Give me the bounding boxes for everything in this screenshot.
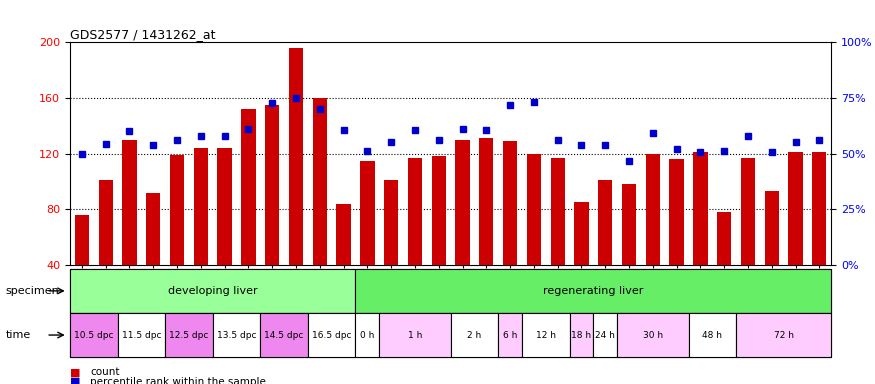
Bar: [213, 313, 261, 357]
Text: count: count: [90, 367, 120, 377]
Bar: [379, 313, 451, 357]
Text: GDS2577 / 1431262_at: GDS2577 / 1431262_at: [70, 28, 215, 41]
Bar: [574, 202, 589, 265]
Bar: [355, 269, 831, 313]
Bar: [193, 148, 208, 265]
Bar: [522, 313, 570, 357]
Text: developing liver: developing liver: [168, 286, 257, 296]
Bar: [455, 140, 470, 265]
Bar: [123, 140, 136, 265]
Bar: [527, 154, 541, 265]
Bar: [480, 138, 494, 265]
Bar: [355, 313, 379, 357]
Bar: [689, 313, 736, 357]
Text: 2 h: 2 h: [467, 331, 481, 339]
Bar: [308, 313, 355, 357]
Text: regenerating liver: regenerating liver: [543, 286, 643, 296]
Bar: [498, 313, 522, 357]
Bar: [646, 154, 660, 265]
Bar: [741, 158, 755, 265]
Text: 12 h: 12 h: [536, 331, 556, 339]
Bar: [312, 98, 327, 265]
Bar: [408, 158, 422, 265]
Text: percentile rank within the sample: percentile rank within the sample: [90, 377, 266, 384]
Bar: [617, 313, 689, 357]
Text: specimen: specimen: [6, 286, 60, 296]
Bar: [218, 148, 232, 265]
Bar: [451, 313, 498, 357]
Bar: [70, 313, 117, 357]
Bar: [99, 180, 113, 265]
Text: 18 h: 18 h: [571, 331, 592, 339]
Bar: [788, 152, 802, 265]
Text: 13.5 dpc: 13.5 dpc: [217, 331, 256, 339]
Text: 48 h: 48 h: [703, 331, 722, 339]
Bar: [170, 155, 185, 265]
Bar: [165, 313, 213, 357]
Text: 0 h: 0 h: [360, 331, 374, 339]
Bar: [289, 48, 303, 265]
Bar: [242, 109, 256, 265]
Text: 10.5 dpc: 10.5 dpc: [74, 331, 114, 339]
Text: 11.5 dpc: 11.5 dpc: [122, 331, 161, 339]
Bar: [261, 313, 308, 357]
Text: 6 h: 6 h: [503, 331, 517, 339]
Bar: [570, 313, 593, 357]
Bar: [360, 161, 374, 265]
Bar: [593, 313, 617, 357]
Text: 1 h: 1 h: [408, 331, 422, 339]
Text: ■: ■: [70, 377, 80, 384]
Text: 24 h: 24 h: [595, 331, 615, 339]
Bar: [265, 105, 279, 265]
Bar: [70, 269, 355, 313]
Bar: [622, 184, 636, 265]
Bar: [669, 159, 683, 265]
Bar: [598, 180, 612, 265]
Text: 30 h: 30 h: [643, 331, 663, 339]
Text: 16.5 dpc: 16.5 dpc: [312, 331, 352, 339]
Bar: [336, 204, 351, 265]
Bar: [503, 141, 517, 265]
Bar: [431, 156, 446, 265]
Bar: [718, 212, 732, 265]
Bar: [74, 215, 89, 265]
Bar: [550, 158, 565, 265]
Bar: [384, 180, 398, 265]
Text: 72 h: 72 h: [774, 331, 794, 339]
Text: time: time: [6, 330, 31, 340]
Text: 12.5 dpc: 12.5 dpc: [169, 331, 208, 339]
Bar: [736, 313, 831, 357]
Bar: [146, 193, 160, 265]
Bar: [693, 152, 708, 265]
Text: ■: ■: [70, 367, 80, 377]
Bar: [117, 313, 165, 357]
Bar: [812, 152, 827, 265]
Text: 14.5 dpc: 14.5 dpc: [264, 331, 304, 339]
Bar: [765, 191, 779, 265]
